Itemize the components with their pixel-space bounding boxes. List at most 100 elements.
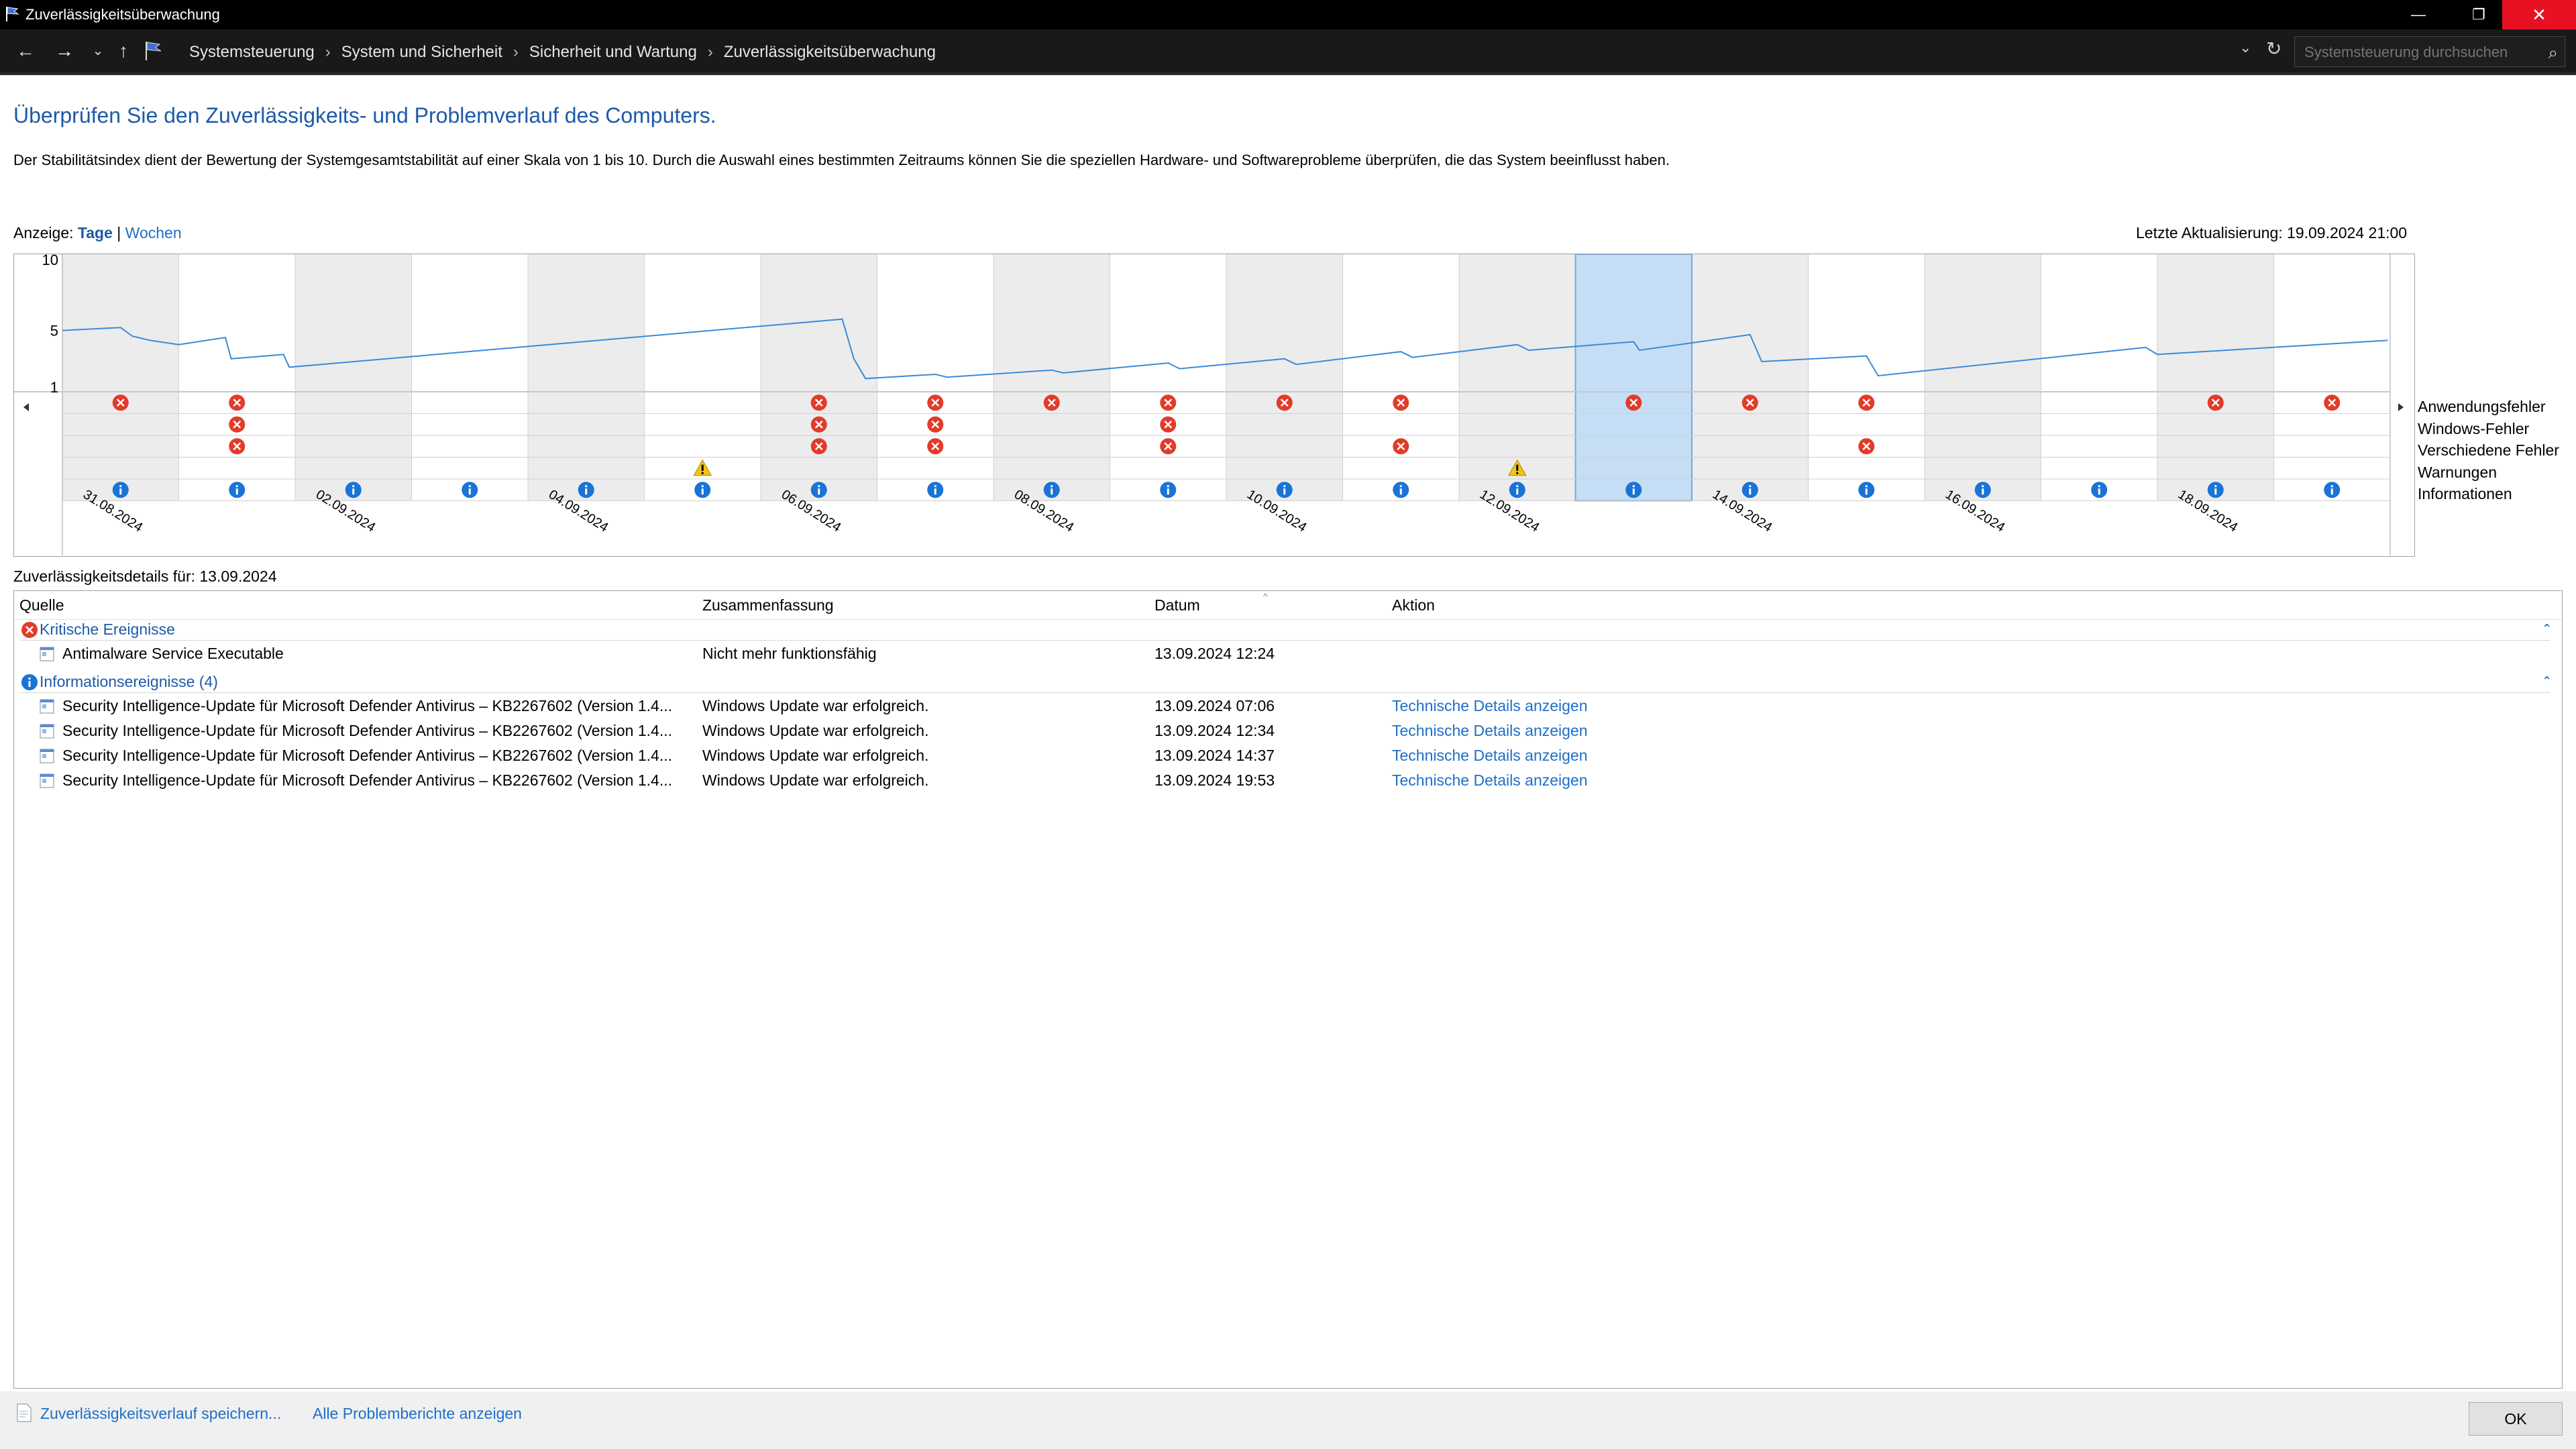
info-mark [119,485,121,487]
column-header-date[interactable]: Datum [1155,596,1200,614]
column-header-source[interactable]: Quelle [19,596,64,614]
save-history-link[interactable]: Zuverlässigkeitsverlauf speichern... [40,1405,281,1423]
scroll-right-arrow-icon[interactable] [2398,403,2404,411]
date-axis-cell [1343,501,1460,556]
view-weeks-link[interactable]: Wochen [125,224,182,241]
breadcrumb-item[interactable]: System und Sicherheit [341,43,502,62]
info-mark [352,485,354,487]
warning-mark [1516,465,1518,471]
table-row[interactable]: Antimalware Service Executable Nicht meh… [14,642,2562,666]
table-row[interactable]: Security Intelligence-Update für Microso… [14,744,2562,768]
cell-summary: Windows Update war erfolgreich. [702,747,928,765]
info-mark [1400,488,1402,494]
close-button[interactable]: ✕ [2502,0,2576,30]
details-table: Quelle Zusammenfassung Datum ^ Aktion Kr… [13,590,2563,1389]
breadcrumb-item[interactable]: Systemsteuerung [189,43,315,62]
collapse-chevron-icon[interactable]: ⌃ [2542,622,2552,636]
table-row[interactable]: Security Intelligence-Update für Microso… [14,694,2562,718]
cell-date: 13.09.2024 19:53 [1155,771,1275,790]
breadcrumb-separator-icon[interactable]: › [708,43,713,62]
cell-summary: Windows Update war erfolgreich. [702,697,928,715]
info-mark [2331,488,2333,494]
collapse-chevron-icon[interactable]: ⌃ [2542,674,2552,688]
row-label-misc-errors: Verschiedene Fehler [2418,439,2559,462]
info-mark [1982,485,1984,487]
breadcrumb-separator-icon[interactable]: › [325,43,331,62]
group-critical-events[interactable]: Kritische Ereignisse [21,621,175,639]
view-switcher: Anzeige: Tage | Wochen [13,224,182,242]
warning-mark [702,472,704,474]
info-mark [469,488,471,494]
date-axis-cell [1809,501,1925,556]
view-label: Anzeige: [13,224,74,241]
technical-details-link[interactable]: Technische Details anzeigen [1392,697,1588,715]
day-column [62,254,179,501]
info-mark [934,485,936,487]
technical-details-link[interactable]: Technische Details anzeigen [1392,722,1588,740]
group-divider [21,692,2550,693]
group-information-events[interactable]: Informationsereignisse (4) [21,673,218,691]
technical-details-link[interactable]: Technische Details anzeigen [1392,747,1588,765]
info-mark [585,485,587,487]
scroll-left-arrow-icon[interactable] [23,403,29,411]
info-mark [585,488,587,494]
info-mark [1749,485,1751,487]
day-column [1343,254,1460,501]
refresh-icon[interactable]: ↻ [2266,38,2282,60]
flag-icon [4,5,21,23]
info-mark [2331,485,2333,487]
row-label-app-errors: Anwendungsfehler [2418,396,2559,418]
search-box[interactable]: ⌕ [2294,36,2565,67]
view-separator: | [117,224,121,241]
day-column [877,254,994,501]
info-mark [1167,488,1169,494]
info-mark [1866,485,1868,487]
warning-mark [1516,472,1518,474]
table-row[interactable]: Security Intelligence-Update für Microso… [14,769,2562,793]
column-header-summary[interactable]: Zusammenfassung [702,596,834,614]
ok-button[interactable]: OK [2469,1402,2563,1436]
search-input[interactable] [2303,42,2534,62]
selected-day-column [1576,254,1693,501]
group-title: Informationsereignisse (4) [40,673,218,691]
view-all-reports-link[interactable]: Alle Problemberichte anzeigen [313,1405,522,1423]
row-label-windows-errors: Windows-Fehler [2418,418,2559,440]
info-mark [1749,488,1751,494]
stability-chart[interactable]: 10 5 1 31.08.2024 02.09.2024 04.09.2024 06.09.… [13,254,2415,557]
day-column [994,254,1110,501]
info-mark [1982,488,1984,494]
date-axis-cell [2274,501,2391,556]
breadcrumb-item[interactable]: Zuverlässigkeitsüberwachung [724,43,936,62]
info-mark [1167,485,1169,487]
table-row[interactable]: Security Intelligence-Update für Microso… [14,719,2562,743]
breadcrumb-separator-icon[interactable]: › [513,43,519,62]
recent-locations-chevron-icon[interactable]: ⌄ [86,39,110,63]
day-column [2274,254,2391,501]
back-arrow-icon[interactable]: ← [13,39,38,63]
info-mark [1051,488,1053,494]
search-icon[interactable]: ⌕ [2548,42,2558,64]
info-mark [119,488,121,494]
cell-source: Security Intelligence-Update für Microso… [62,747,672,765]
info-mark [702,485,704,487]
address-bar: ← → ⌄ ↑ Systemsteuerung › System und Sic… [0,30,2576,74]
page-title: Überprüfen Sie den Zuverlässigkeits- und… [13,103,716,128]
y-tick-label: 5 [50,323,58,339]
breadcrumb-item[interactable]: Sicherheit und Wartung [529,43,697,62]
date-axis-cell [179,501,296,556]
application-icon [40,773,54,788]
date-axis-cell [412,501,529,556]
view-days-option[interactable]: Tage [78,224,113,241]
info-mark [2098,488,2100,494]
technical-details-link[interactable]: Technische Details anzeigen [1392,771,1588,790]
address-bar-divider [0,72,2576,75]
column-header-action[interactable]: Aktion [1392,596,1435,614]
address-dropdown-icon[interactable]: ⌄ [2239,39,2251,56]
up-arrow-icon[interactable]: ↑ [111,39,136,63]
group-divider [21,640,2550,641]
info-icon [21,674,38,691]
info-mark [1633,485,1635,487]
breadcrumb: Systemsteuerung › System und Sicherheit … [189,43,936,62]
forward-arrow-icon[interactable]: → [52,39,76,63]
